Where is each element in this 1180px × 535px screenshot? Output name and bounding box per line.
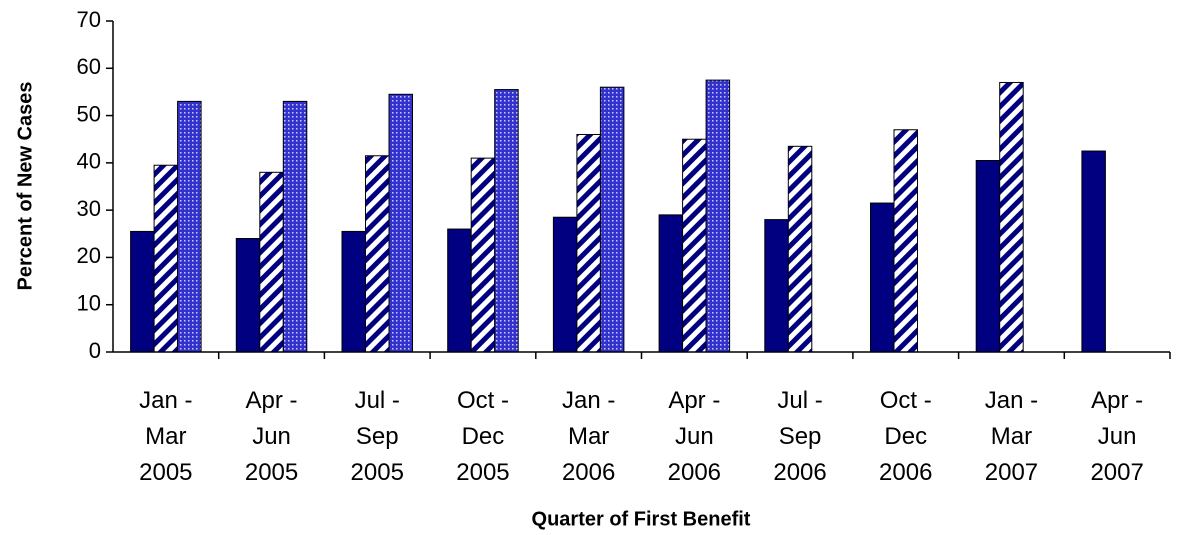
x-tick-label-line: 2005 (351, 459, 404, 486)
bar (494, 89, 519, 353)
bar (235, 238, 261, 353)
bar (576, 133, 601, 353)
x-tick-label-line: Jun (675, 423, 714, 450)
x-tick-label-line: Dec (462, 423, 505, 450)
x-tick-label: Jan - Mar 2005 (139, 387, 192, 486)
x-tick-label: Jul - Sep 2005 (351, 387, 404, 486)
x-tick-label-line: 2005 (245, 459, 298, 486)
bar (177, 100, 202, 353)
x-tick-label: Apr - Jun 2007 (1090, 387, 1143, 486)
x-tick-label-line: Jul - (777, 387, 822, 414)
x-tick-label-line: 2006 (668, 459, 721, 486)
bar (1081, 150, 1106, 353)
x-tick-label-line: Jul - (355, 387, 400, 414)
x-tick-label-line: Sep (356, 423, 399, 450)
x-tick-label-line: Apr - (246, 387, 298, 414)
x-tick-label-line: 2006 (773, 459, 826, 486)
bar (658, 214, 684, 353)
bar (282, 100, 308, 353)
bar (893, 129, 918, 353)
x-tick-label-line: Jun (252, 423, 291, 450)
bar (552, 216, 578, 353)
bar (787, 145, 813, 353)
bar (682, 138, 707, 353)
y-tick-label: 40 (77, 149, 101, 174)
x-tick-label-line: 2007 (985, 459, 1038, 486)
x-tick-label: Oct - Dec 2006 (879, 387, 932, 486)
bar (975, 159, 1001, 353)
x-tick-label-line: Apr - (668, 387, 720, 414)
bar (870, 202, 895, 353)
x-tick-label-line: Jan - (562, 387, 615, 414)
bar (388, 93, 413, 353)
y-tick-label: 70 (77, 7, 101, 32)
x-tick-label-line: 2006 (879, 459, 932, 486)
x-tick-label-line: Mar (991, 423, 1032, 450)
bar (470, 157, 496, 353)
bar (130, 230, 155, 353)
x-tick-label-line: 2007 (1090, 459, 1143, 486)
x-tick-label: Apr - Jun 2005 (245, 387, 298, 486)
bar (999, 81, 1024, 353)
bar (259, 171, 284, 353)
x-tick-label-line: 2005 (456, 459, 509, 486)
x-tick-label-line: Apr - (1091, 387, 1143, 414)
y-tick-label: 30 (77, 196, 101, 221)
bar (341, 230, 366, 353)
x-tick-label-line: Sep (779, 423, 822, 450)
bar (447, 228, 472, 353)
bar (599, 86, 625, 353)
x-tick-label: Jan - Mar 2006 (562, 387, 615, 486)
x-tick-label: Apr - Jun 2006 (668, 387, 721, 486)
x-tick-label-line: Jun (1098, 423, 1137, 450)
x-tick-label-line: Dec (884, 423, 927, 450)
bar (365, 155, 390, 353)
y-axis-title: Percent of New Cases (14, 82, 36, 291)
x-tick-label-line: Jan - (139, 387, 192, 414)
y-tick-label: 20 (77, 243, 101, 268)
bar (153, 164, 179, 353)
x-axis-title: Quarter of First Benefit (532, 508, 751, 530)
x-tick-label-line: Mar (568, 423, 609, 450)
x-tick-label: Oct - Dec 2005 (456, 387, 509, 486)
y-tick-label: 0 (89, 338, 101, 363)
x-tick-label-line: Oct - (457, 387, 509, 414)
y-tick-label: 10 (77, 291, 101, 316)
x-tick-label-line: Mar (145, 423, 186, 450)
bar (764, 219, 789, 353)
x-tick-label-line: 2006 (562, 459, 615, 486)
y-tick-label: 50 (77, 101, 101, 126)
x-tick-label-line: 2005 (139, 459, 192, 486)
x-tick-label: Jul - Sep 2006 (773, 387, 826, 486)
x-tick-label-line: Oct - (880, 387, 932, 414)
x-tick-label: Jan - Mar 2007 (985, 387, 1038, 486)
y-tick-label: 60 (77, 54, 101, 79)
x-tick-label-line: Jan - (985, 387, 1038, 414)
bar (705, 79, 731, 353)
